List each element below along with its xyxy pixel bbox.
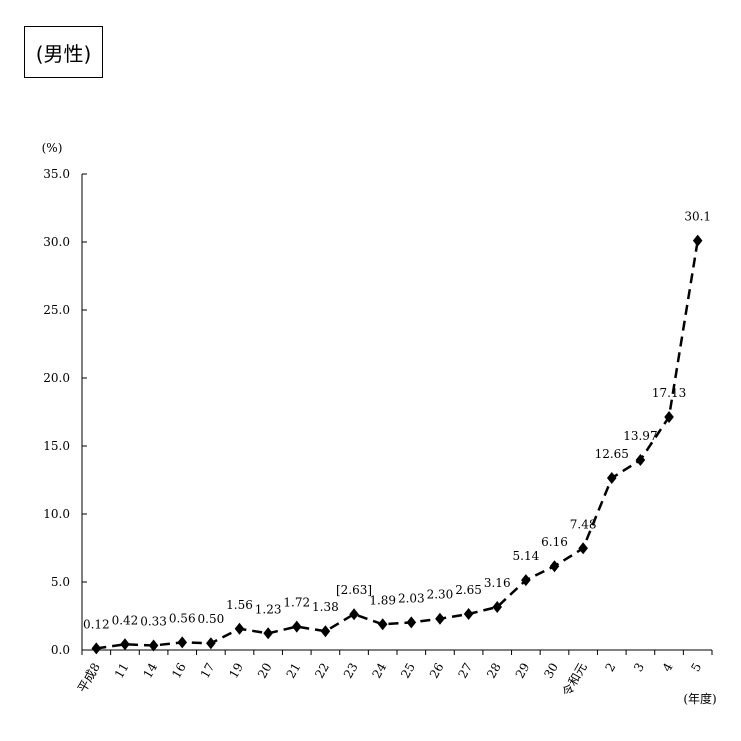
data-label: 1.38 (312, 600, 339, 614)
data-point (91, 642, 102, 655)
x-tick-label: 14 (140, 660, 160, 681)
x-tick-label: 27 (455, 661, 475, 681)
x-tick-label: 23 (341, 661, 361, 681)
x-tick-label: 25 (398, 661, 418, 681)
data-point (521, 574, 531, 587)
data-label: 0.50 (198, 612, 225, 626)
y-tick-label: 25.0 (43, 303, 70, 317)
x-tick-label: 26 (427, 661, 447, 681)
y-tick-label: 35.0 (43, 167, 70, 181)
data-label: 3.16 (484, 576, 511, 590)
y-tick-label: 0.0 (51, 643, 70, 657)
data-label: 1.89 (369, 593, 396, 607)
data-point (549, 560, 560, 573)
x-tick-label: 令和元 (559, 660, 590, 699)
data-point (234, 622, 245, 635)
data-point (606, 471, 617, 484)
data-point (177, 636, 188, 649)
data-point (435, 612, 445, 625)
data-point (291, 620, 302, 633)
data-label: 1.56 (226, 598, 253, 612)
x-tick-label: 4 (660, 660, 676, 674)
data-point (206, 637, 216, 650)
data-label: 13.97 (623, 429, 657, 443)
data-point (664, 411, 674, 424)
data-point (320, 625, 331, 638)
x-tick-label: 平成8 (75, 661, 103, 695)
chart-title: (男性) (24, 26, 103, 78)
x-tick-label: 22 (312, 661, 332, 681)
data-label: 5.14 (513, 549, 540, 563)
x-axis-unit-label: (年度) (683, 691, 716, 706)
x-tick-label: 11 (112, 661, 132, 681)
data-label: 12.65 (595, 447, 629, 461)
y-tick-label: 15.0 (43, 439, 70, 453)
x-tick-label: 17 (198, 661, 218, 681)
data-point (692, 234, 703, 247)
data-label: 1.23 (255, 602, 282, 616)
data-point (148, 639, 159, 652)
data-label: 0.56 (169, 611, 196, 625)
x-tick-label: 19 (226, 661, 246, 681)
x-tick-label: 5 (688, 661, 704, 675)
data-point (349, 608, 359, 621)
data-label: 2.30 (427, 588, 454, 602)
data-label: 17.13 (652, 386, 686, 400)
y-tick-label: 30.0 (43, 235, 70, 249)
data-point (578, 542, 588, 555)
data-label: 6.16 (541, 535, 568, 549)
data-label: 1.72 (283, 596, 310, 610)
y-tick-label: 20.0 (43, 371, 70, 385)
x-tick-label: 20 (255, 661, 275, 681)
data-point (635, 454, 646, 467)
data-point (463, 607, 474, 620)
data-label: 2.65 (455, 583, 482, 597)
y-tick-label: 10.0 (43, 507, 70, 521)
data-point (492, 601, 503, 614)
y-tick-label: 5.0 (51, 575, 70, 589)
x-tick-label: 21 (284, 661, 304, 681)
data-label: 0.12 (83, 617, 110, 631)
x-tick-label: 29 (513, 661, 533, 681)
x-tick-label: 3 (631, 661, 647, 675)
data-label: 2.03 (398, 591, 425, 605)
data-label: 7.48 (570, 517, 597, 531)
x-tick-label: 16 (169, 661, 189, 681)
series-line (96, 240, 699, 650)
data-label: [2.63] (336, 583, 372, 597)
data-point (120, 638, 130, 651)
x-tick-label: 30 (541, 661, 561, 681)
data-label: 0.42 (112, 613, 139, 627)
data-label: 30.1 (684, 210, 711, 224)
x-tick-label: 24 (370, 660, 390, 681)
y-axis-unit-label: (%) (42, 141, 63, 155)
x-tick-label: 28 (484, 661, 504, 681)
data-label: 0.33 (140, 615, 167, 629)
x-tick-label: 2 (602, 661, 618, 675)
data-point (406, 616, 417, 629)
data-point (263, 627, 273, 640)
data-point (377, 618, 388, 631)
